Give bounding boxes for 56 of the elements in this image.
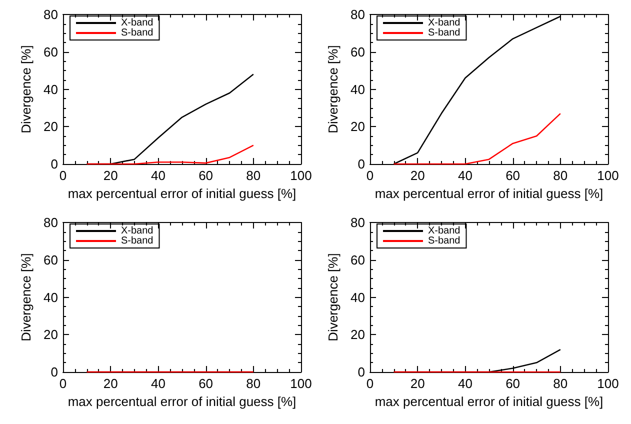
legend-label: X-band bbox=[428, 226, 460, 236]
x-tick-label: 40 bbox=[458, 376, 472, 391]
legend-label: X-band bbox=[121, 226, 154, 236]
y-tick-label: 20 bbox=[44, 119, 58, 134]
legend-label: S-band bbox=[121, 236, 154, 246]
y-tick-label: 0 bbox=[50, 364, 58, 380]
x-tick-label: 20 bbox=[103, 376, 118, 391]
y-tick-label: 0 bbox=[50, 156, 58, 172]
x-tick-label: 40 bbox=[150, 168, 166, 183]
y-tick-label: 60 bbox=[350, 252, 365, 268]
y-tick-label: 20 bbox=[350, 119, 365, 134]
x-tick-label: 100 bbox=[290, 168, 312, 183]
x-tick-label: 40 bbox=[150, 376, 166, 391]
y-axis-title: Divergence [%] bbox=[326, 253, 341, 342]
legend-label: S-band bbox=[428, 28, 460, 38]
x-tick-label: 20 bbox=[410, 168, 425, 183]
y-tick-label: 40 bbox=[44, 82, 58, 97]
x-tick-label: 80 bbox=[246, 376, 261, 391]
x-tick-label: 60 bbox=[506, 168, 520, 183]
x-axis-title: max percentual error of initial guess [%] bbox=[68, 186, 296, 201]
x-tick-label: 40 bbox=[458, 168, 472, 183]
x-axis-title: max percentual error of initial guess [%] bbox=[374, 394, 604, 409]
x-tick-label: 60 bbox=[506, 376, 520, 391]
y-tick-label: 60 bbox=[350, 44, 365, 60]
y-tick-label: 80 bbox=[44, 215, 58, 230]
y-tick-label: 80 bbox=[350, 215, 365, 230]
y-axis-title: Divergence [%] bbox=[18, 253, 34, 342]
x-tick-label: 60 bbox=[198, 168, 214, 183]
y-tick-label: 0 bbox=[358, 364, 365, 380]
x-axis-title: max percentual error of initial guess [%] bbox=[68, 394, 296, 409]
x-tick-label: 60 bbox=[198, 376, 214, 391]
legend-label: S-band bbox=[428, 236, 460, 246]
legend-label: X-band bbox=[121, 18, 154, 28]
x-tick-label: 100 bbox=[290, 376, 312, 391]
x-tick-label: 80 bbox=[553, 376, 568, 391]
legend-label: X-band bbox=[428, 18, 460, 28]
y-axis-title: Divergence [%] bbox=[326, 45, 341, 134]
y-tick-label: 80 bbox=[44, 7, 58, 22]
y-tick-label: 40 bbox=[350, 290, 365, 305]
legend-label: S-band bbox=[121, 28, 154, 38]
x-axis-title: max percentual error of initial guess [%] bbox=[374, 186, 604, 201]
y-tick-label: 60 bbox=[44, 252, 58, 268]
x-tick-label: 100 bbox=[597, 376, 619, 391]
y-tick-label: 40 bbox=[44, 290, 58, 305]
y-tick-label: 40 bbox=[350, 82, 365, 97]
y-tick-label: 80 bbox=[350, 7, 365, 22]
y-tick-label: 20 bbox=[44, 327, 58, 342]
y-tick-label: 0 bbox=[358, 156, 365, 172]
x-tick-label: 20 bbox=[410, 376, 425, 391]
x-tick-label: 20 bbox=[103, 168, 118, 183]
x-tick-label: 80 bbox=[246, 168, 261, 183]
x-tick-label: 100 bbox=[597, 168, 619, 183]
y-tick-label: 20 bbox=[350, 327, 365, 342]
x-tick-label: 80 bbox=[553, 168, 568, 183]
y-axis-title: Divergence [%] bbox=[18, 45, 34, 134]
y-tick-label: 60 bbox=[44, 44, 58, 60]
